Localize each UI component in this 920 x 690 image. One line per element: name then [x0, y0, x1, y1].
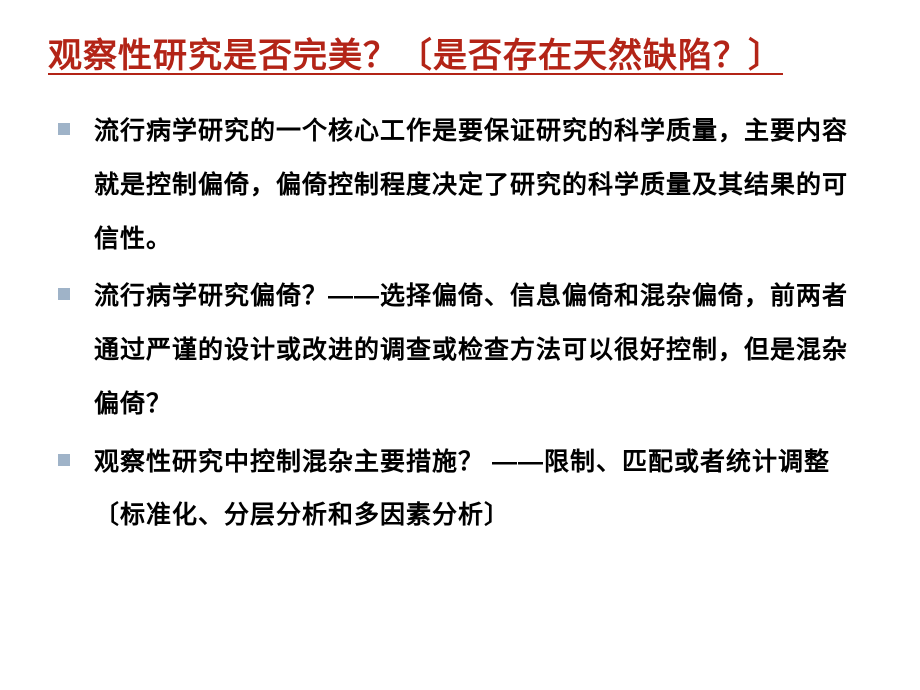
bullet-text: 流行病学研究偏倚？——选择偏倚、信息偏倚和混杂偏倚，前两者通过严谨的设计或改进的… — [94, 282, 848, 418]
list-item: 流行病学研究偏倚？——选择偏倚、信息偏倚和混杂偏倚，前两者通过严谨的设计或改进的… — [58, 270, 872, 431]
bullet-icon — [58, 123, 70, 135]
list-item: 观察性研究中控制混杂主要措施？ ——限制、匹配或者统计调整〔标准化、分层分析和多… — [58, 436, 872, 544]
bullet-icon — [58, 454, 70, 466]
bullet-text: 观察性研究中控制混杂主要措施？ ——限制、匹配或者统计调整〔标准化、分层分析和多… — [94, 448, 830, 530]
list-item: 流行病学研究的一个核心工作是要保证研究的科学质量，主要内容就是控制偏倚，偏倚控制… — [58, 105, 872, 266]
slide-title: 观察性研究是否完美？〔是否存在天然缺陷？〕 — [48, 28, 872, 77]
bullet-text: 流行病学研究的一个核心工作是要保证研究的科学质量，主要内容就是控制偏倚，偏倚控制… — [94, 117, 848, 253]
bullet-list: 流行病学研究的一个核心工作是要保证研究的科学质量，主要内容就是控制偏倚，偏倚控制… — [48, 105, 872, 543]
bullet-icon — [58, 288, 70, 300]
